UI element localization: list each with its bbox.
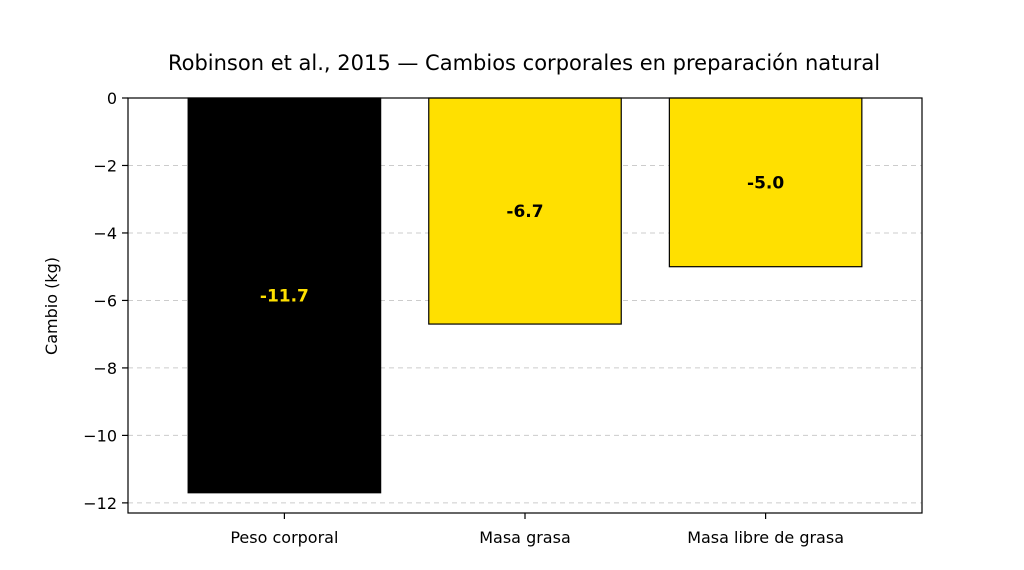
- y-tick-label: −2: [93, 156, 117, 175]
- y-tick-label: −4: [93, 224, 117, 243]
- y-tick-label: 0: [107, 89, 117, 108]
- bar: [668, 97, 863, 268]
- bar-value-label: -5.0: [747, 173, 784, 193]
- x-tick-label: Masa libre de grasa: [687, 528, 844, 547]
- x-tick-label: Masa grasa: [479, 528, 571, 547]
- y-tick-label: −12: [83, 494, 117, 513]
- bar-value-labels: -11.7 -6.7 -5.0: [260, 173, 784, 306]
- chart-title: Robinson et al., 2015 — Cambios corporal…: [168, 51, 880, 75]
- x-tick-label: Peso corporal: [230, 528, 338, 547]
- bar: [428, 97, 622, 325]
- y-tick-label: −6: [93, 291, 117, 310]
- bar-value-label: -11.7: [260, 286, 309, 306]
- y-tick-label: −8: [93, 359, 117, 378]
- y-axis-title: Cambio (kg): [42, 257, 61, 355]
- bar-value-label: -6.7: [506, 202, 543, 222]
- bars: [187, 97, 863, 494]
- x-axis: Peso corporal Masa grasa Masa libre de gra…: [230, 513, 844, 547]
- y-axis: 0 −2 −4 −6 −8 −10 −12: [83, 89, 128, 513]
- bar: [187, 97, 382, 494]
- y-tick-label: −10: [83, 426, 117, 445]
